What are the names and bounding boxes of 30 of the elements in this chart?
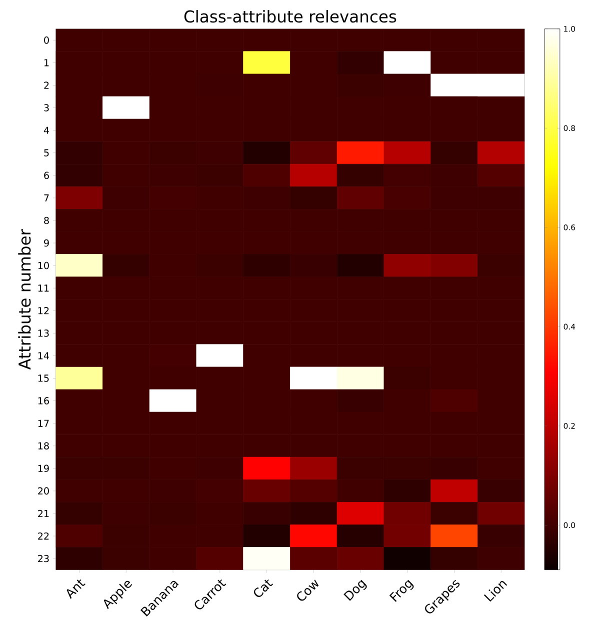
- y-tick-label: 6: [44, 172, 50, 180]
- y-tick-label: 10: [38, 262, 50, 270]
- x-tick-label: Lion: [484, 580, 508, 602]
- y-tick-label: 8: [44, 216, 50, 224]
- y-tick-label: 19: [38, 464, 50, 472]
- x-tick-label: Cat: [254, 579, 274, 597]
- y-tick-label: 9: [44, 239, 50, 247]
- y-axis-title: Attribute number: [18, 228, 31, 370]
- y-tick-label: 11: [38, 284, 49, 292]
- y-tick-label: 14: [38, 352, 50, 360]
- chart-title: Class-attribute relevances: [184, 10, 396, 23]
- y-tick-label: 23: [38, 554, 49, 562]
- y-tick-label: 20: [38, 487, 50, 495]
- y-tick-label: 18: [38, 442, 50, 450]
- y-tick-label: 5: [44, 149, 49, 156]
- y-tick-label: 1: [44, 59, 49, 66]
- y-tick-label: 0: [44, 36, 50, 44]
- y-tick-label: 7: [44, 194, 49, 202]
- y-tick-label: 12: [38, 307, 49, 314]
- y-tick-label: 16: [38, 397, 50, 404]
- y-tick-label: 21: [38, 510, 49, 518]
- y-tick-label: 2: [44, 82, 49, 89]
- y-tick-label: 3: [44, 104, 49, 112]
- y-tick-label: 22: [38, 532, 49, 540]
- y-tick-label: 17: [38, 420, 49, 427]
- x-tick-label: Dog: [344, 580, 367, 601]
- x-tick-label: Ant: [66, 579, 86, 599]
- y-tick-label: 4: [44, 126, 50, 134]
- y-tick-label: 15: [38, 374, 49, 382]
- y-tick-label: 13: [38, 330, 49, 337]
